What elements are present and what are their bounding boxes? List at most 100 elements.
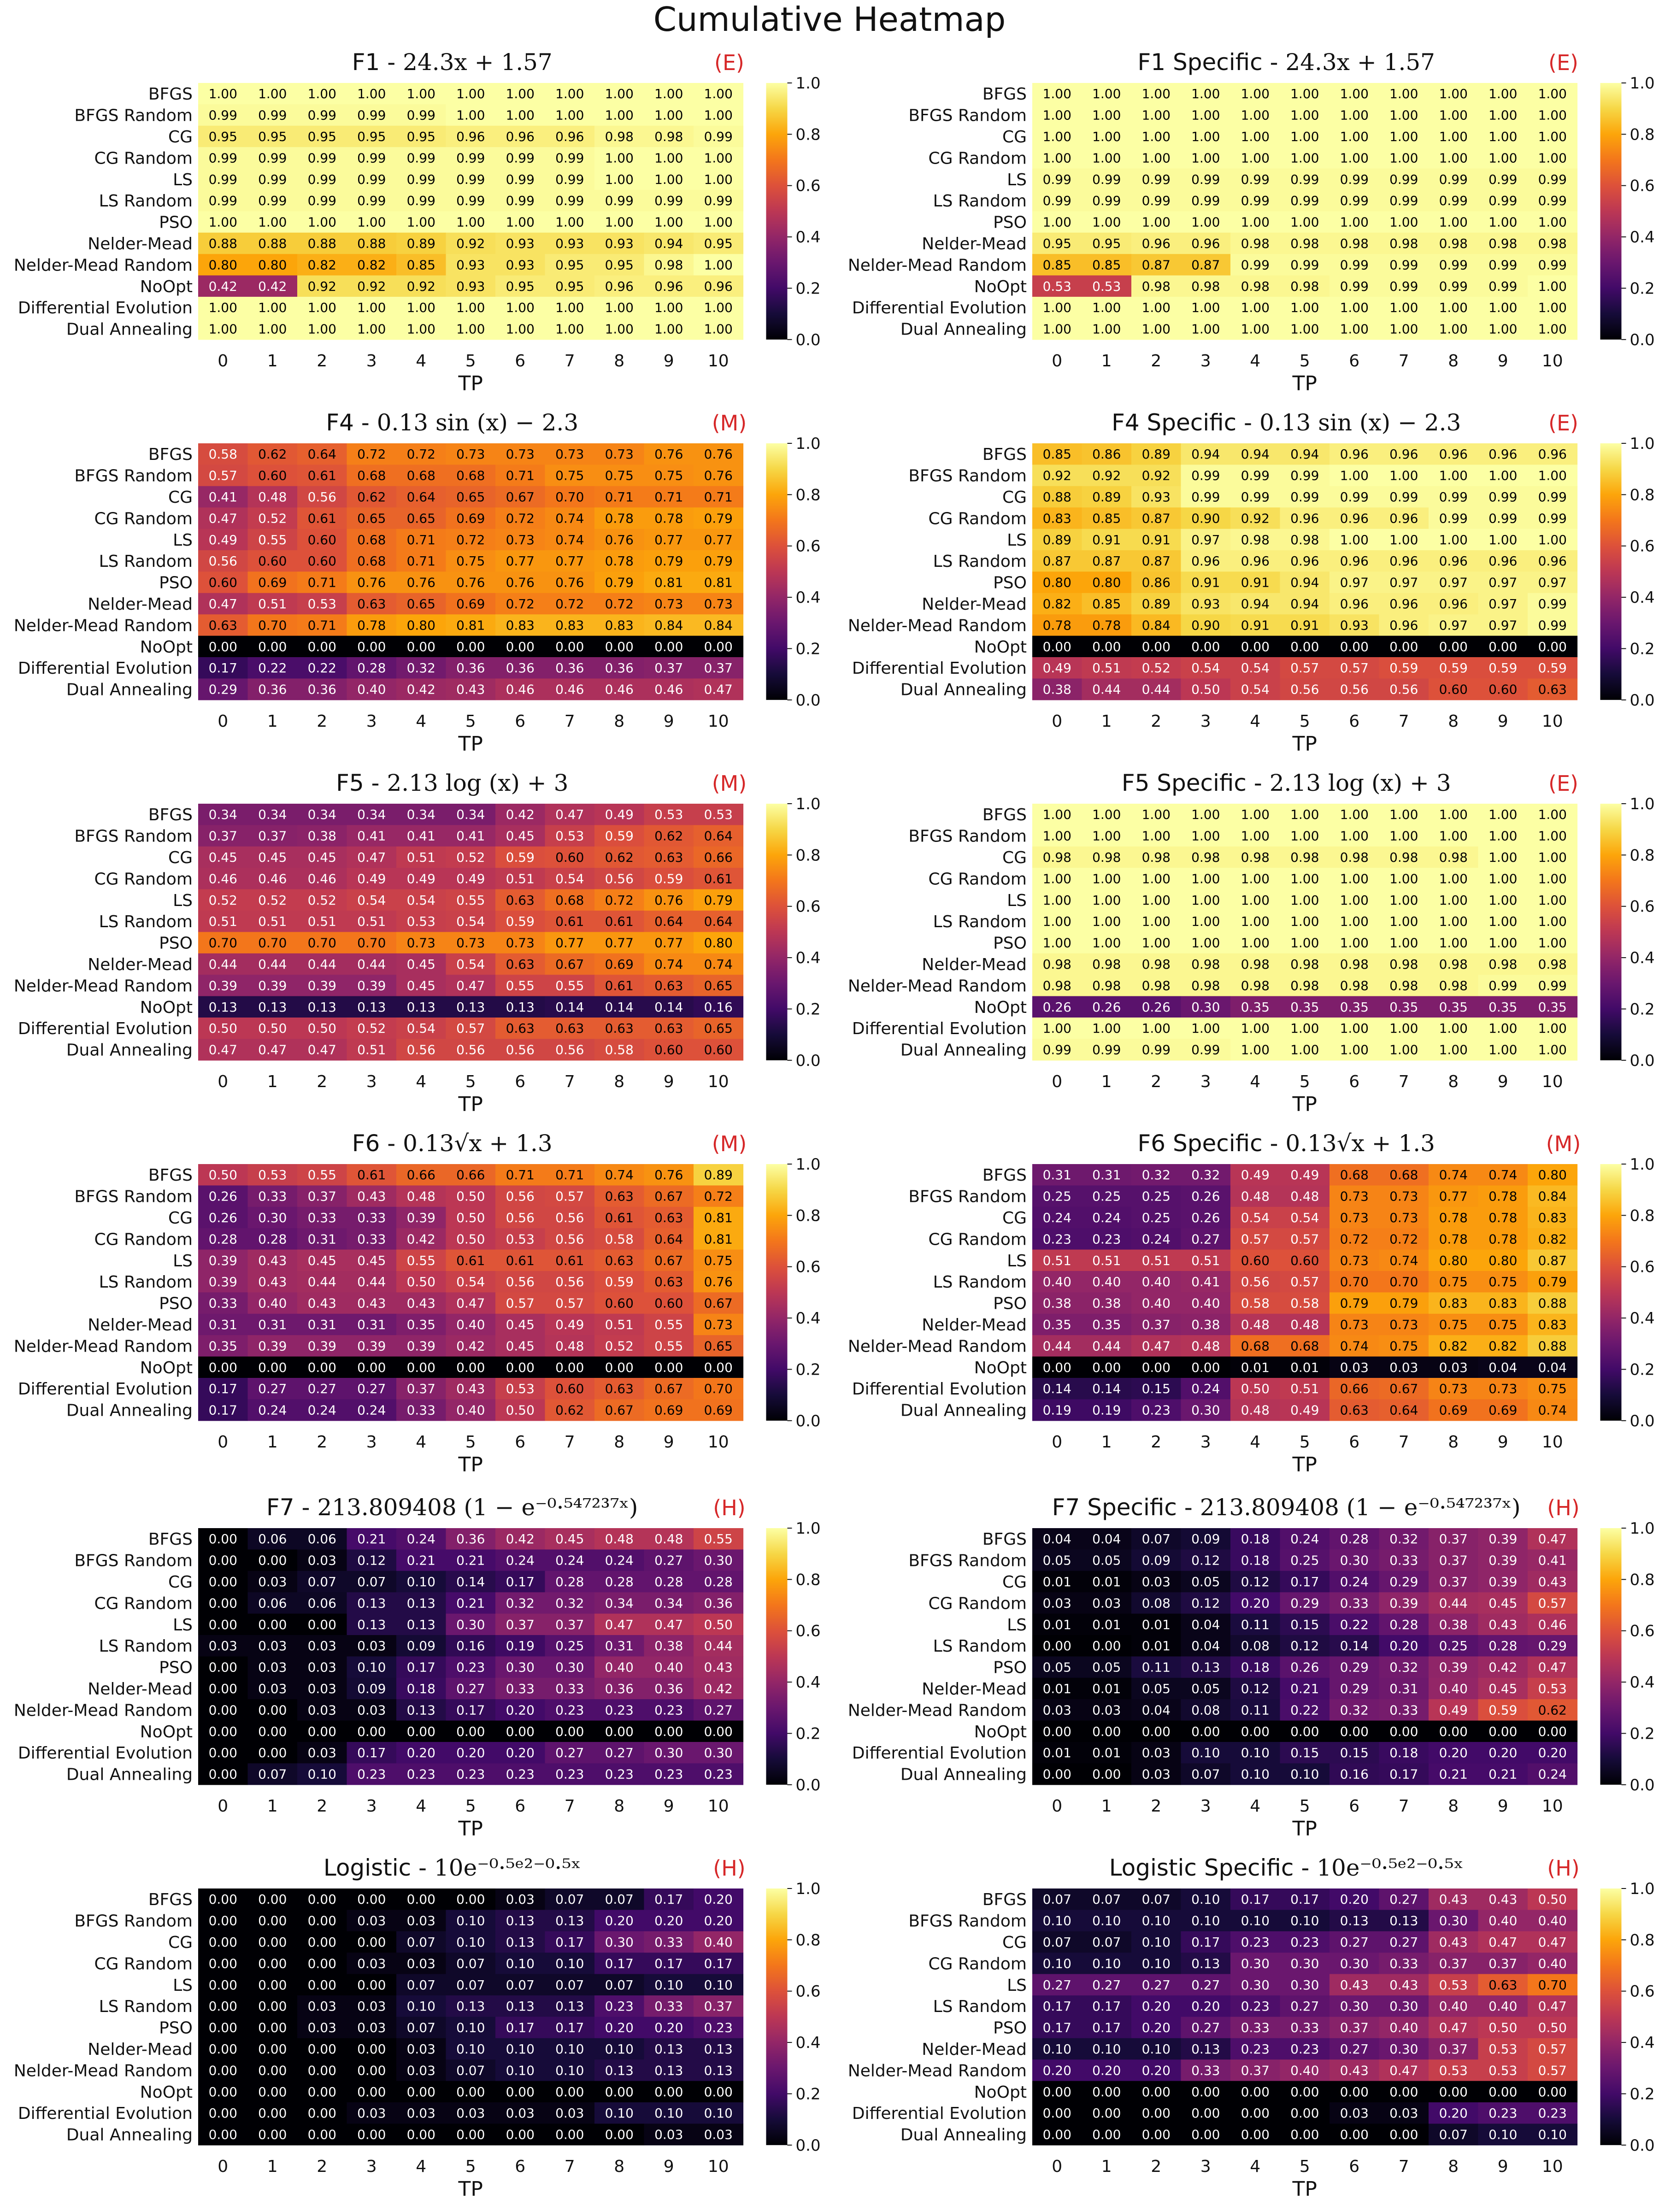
cell-value-label: 0.07 <box>555 1892 584 1907</box>
cell-value-label: 0.00 <box>308 639 336 654</box>
cell-value-label: 0.41 <box>209 489 237 505</box>
cell-value-label: 0.00 <box>555 1360 584 1375</box>
cell-value-label: 0.27 <box>308 1381 336 1396</box>
heatmap-cell <box>297 953 347 975</box>
heatmap-cell <box>1478 190 1528 212</box>
heatmap-cell <box>1478 486 1528 508</box>
heatmap-cell <box>1230 846 1281 868</box>
y-tick-label: NoOpt <box>974 1723 1027 1741</box>
cell-value-label: 0.85 <box>1043 447 1071 462</box>
cell-value-label: 1.00 <box>1290 108 1319 123</box>
heatmap-cell <box>1478 211 1528 233</box>
cell-value-label: 0.63 <box>555 1021 584 1036</box>
y-tick-label: CG Random <box>928 870 1027 888</box>
heatmap-cell <box>644 975 694 997</box>
y-tick-label: CG <box>168 848 193 867</box>
heatmap-panel: Logistic Specific - 10e⁻⁰·⁵ᵉ²⁻⁰·⁵ˣ (H)0.0… <box>848 1854 1655 2201</box>
cell-value-label: 0.40 <box>1439 1999 1468 2014</box>
cell-value-label: 0.48 <box>1241 1403 1270 1418</box>
cell-value-label: 0.93 <box>456 279 485 294</box>
heatmap-cell <box>1478 168 1528 190</box>
cell-value-label: 0.03 <box>1340 2106 1369 2121</box>
cell-value-label: 1.00 <box>1191 322 1220 337</box>
cell-value-label: 0.40 <box>605 1660 634 1675</box>
cell-value-label: 0.39 <box>258 1338 287 1353</box>
cell-value-label: 0.66 <box>456 1167 485 1182</box>
cell-value-label: 0.03 <box>555 2106 584 2121</box>
cell-value-label: 0.99 <box>258 193 287 208</box>
heatmap-cell <box>545 507 595 529</box>
cell-value-label: 1.00 <box>209 86 237 101</box>
cell-value-label: 0.00 <box>1340 2084 1369 2100</box>
heatmap-cell <box>545 635 595 658</box>
cell-value-label: 0.00 <box>1191 639 1220 654</box>
cell-value-label: 0.03 <box>1142 1767 1171 1782</box>
y-tick-label: Nelder-Mead Random <box>14 1701 193 1720</box>
cell-value-label: 0.72 <box>605 596 634 612</box>
cell-value-label: 0.99 <box>1488 193 1517 208</box>
cell-value-label: 0.10 <box>1290 1767 1319 1782</box>
heatmap-cell <box>446 996 496 1018</box>
heatmap-cell <box>495 147 546 169</box>
cell-value-label: 0.99 <box>308 108 336 123</box>
heatmap-cell <box>1131 275 1182 297</box>
cell-value-label: 1.00 <box>1290 215 1319 230</box>
y-tick-label: LS Random <box>99 1637 193 1656</box>
heatmap-cell <box>1280 297 1330 318</box>
heatmap-cell <box>1280 678 1330 700</box>
cell-value-label: 0.99 <box>1340 172 1369 187</box>
cell-value-label: 0.99 <box>1439 172 1468 187</box>
heatmap-cell <box>1528 593 1578 615</box>
heatmap-cell <box>1032 443 1082 465</box>
cell-value-label: 0.75 <box>1389 1338 1418 1353</box>
x-tick-label: 0 <box>218 2157 228 2176</box>
cell-value-label: 0.98 <box>654 257 683 272</box>
heatmap-cell <box>347 550 397 572</box>
cell-value-label: 0.10 <box>1043 2041 1071 2057</box>
cell-value-label: 0.80 <box>704 935 733 951</box>
cell-value-label: 0.68 <box>407 468 435 483</box>
cell-value-label: 1.00 <box>1142 807 1171 822</box>
cell-value-label: 1.00 <box>1290 1042 1319 1058</box>
cell-value-label: 1.00 <box>1092 871 1121 886</box>
cell-value-label: 1.00 <box>654 172 683 187</box>
cell-value-label: 0.07 <box>456 2063 485 2078</box>
cell-value-label: 1.00 <box>1389 129 1418 144</box>
cell-value-label: 1.00 <box>308 300 336 315</box>
cell-value-label: 0.00 <box>1290 2106 1319 2121</box>
cell-value-label: 0.50 <box>1538 1892 1567 1907</box>
x-tick-label: 8 <box>1448 1797 1459 1816</box>
colorbar-tick-label: 1.0 <box>796 1519 821 1538</box>
cell-value-label: 0.53 <box>407 914 435 929</box>
heatmap-cell <box>247 678 298 700</box>
cell-value-label: 0.16 <box>704 1000 733 1015</box>
cell-value-label: 0.67 <box>654 1253 683 1268</box>
colorbar-tick-label: 0.8 <box>796 846 821 865</box>
heatmap-cell <box>1429 318 1479 340</box>
cell-value-label: 0.98 <box>1142 957 1171 972</box>
y-tick-label: Dual Annealing <box>66 1041 193 1060</box>
heatmap-cell <box>1032 318 1082 340</box>
y-tick-label: BFGS Random <box>74 827 193 846</box>
heatmap-cell <box>1082 911 1132 932</box>
cell-value-label: 0.45 <box>407 957 435 972</box>
heatmap-cell <box>1181 550 1231 572</box>
cell-value-label: 0.56 <box>1290 682 1319 697</box>
heatmap-cell <box>1032 911 1082 932</box>
heatmap-cell <box>1230 318 1281 340</box>
panel-title: F1 Specific - 24.3x + 1.57 <box>1138 49 1435 76</box>
cell-value-label: 0.26 <box>1142 1000 1171 1015</box>
cell-value-label: 0.47 <box>209 596 237 612</box>
cell-value-label: 1.00 <box>1043 807 1071 822</box>
cell-value-label: 0.55 <box>308 1167 336 1182</box>
cell-value-label: 0.20 <box>1043 2063 1071 2078</box>
cell-value-label: 0.00 <box>407 639 435 654</box>
cell-value-label: 0.65 <box>407 596 435 612</box>
cell-value-label: 0.54 <box>1241 660 1270 676</box>
y-tick-label: CG Random <box>94 1594 193 1613</box>
cell-value-label: 0.98 <box>1290 279 1319 294</box>
cell-value-label: 0.37 <box>308 1189 336 1204</box>
cell-value-label: 1.00 <box>1241 150 1270 165</box>
cell-value-label: 0.00 <box>308 1935 336 1950</box>
cell-value-label: 1.00 <box>1389 914 1418 929</box>
